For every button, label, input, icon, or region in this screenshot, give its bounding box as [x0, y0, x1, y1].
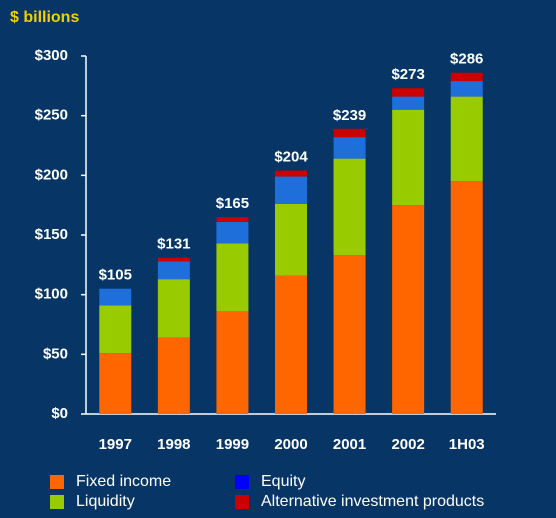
bar-segment: [157, 337, 190, 414]
bar-segment: [216, 221, 249, 244]
bar-segment: [216, 217, 249, 222]
chart-title: $ billions: [10, 9, 79, 26]
bar-segment: [450, 181, 483, 414]
legend-swatch: [50, 475, 64, 489]
bar-segment: [450, 72, 483, 82]
legend-swatch: [50, 495, 64, 509]
bar-segment: [333, 255, 366, 414]
total-label: $105: [99, 267, 132, 284]
y-tick-label: $250: [35, 107, 68, 124]
bar-segment: [275, 203, 307, 276]
x-tick-label: 1997: [99, 436, 132, 453]
x-tick-label: 1H03: [449, 436, 485, 453]
bar-segment: [392, 88, 425, 97]
y-tick-label: $300: [35, 47, 68, 64]
total-label: $131: [157, 236, 190, 253]
bar-segment: [275, 275, 307, 414]
x-tick-label: 1999: [216, 436, 249, 453]
y-tick-label: $200: [35, 166, 68, 183]
bar-segment: [216, 311, 249, 414]
bar-segment: [450, 81, 483, 97]
bar-segment: [392, 96, 425, 110]
bar-segment: [157, 257, 190, 262]
x-tick-label: 2001: [333, 436, 366, 453]
legend-label: Fixed income: [76, 473, 171, 490]
legend-label: Equity: [261, 473, 305, 490]
bar-segment: [392, 109, 425, 206]
bar-segment: [333, 137, 366, 159]
legend-swatch: [235, 495, 249, 509]
x-tick-label: 2000: [274, 436, 307, 453]
total-label: $239: [333, 107, 366, 124]
bar-segment: [99, 353, 132, 414]
total-label: $273: [391, 66, 424, 83]
y-tick-label: $0: [51, 405, 68, 422]
y-tick-label: $100: [35, 286, 68, 303]
bar-segment: [275, 170, 307, 177]
bar-segment: [392, 205, 425, 414]
legend-swatch: [235, 475, 249, 489]
bar-segment: [275, 176, 307, 204]
total-label: $165: [216, 195, 249, 212]
bar-segment: [99, 288, 132, 306]
x-tick-label: 1998: [157, 436, 190, 453]
y-tick-label: $150: [35, 226, 68, 243]
bar-segment: [99, 305, 132, 354]
bar-segment: [157, 279, 190, 338]
bar-segment: [333, 128, 366, 138]
bar-segment: [450, 96, 483, 182]
legend-label: Alternative investment products: [261, 493, 484, 510]
bar-segment: [157, 261, 190, 280]
bar-segment: [216, 243, 249, 312]
bar-segment: [333, 158, 366, 256]
x-tick-label: 2002: [391, 436, 424, 453]
total-label: $204: [274, 149, 308, 166]
y-tick-label: $50: [43, 345, 68, 362]
legend-label: Liquidity: [76, 493, 135, 510]
total-label: $286: [450, 51, 483, 68]
